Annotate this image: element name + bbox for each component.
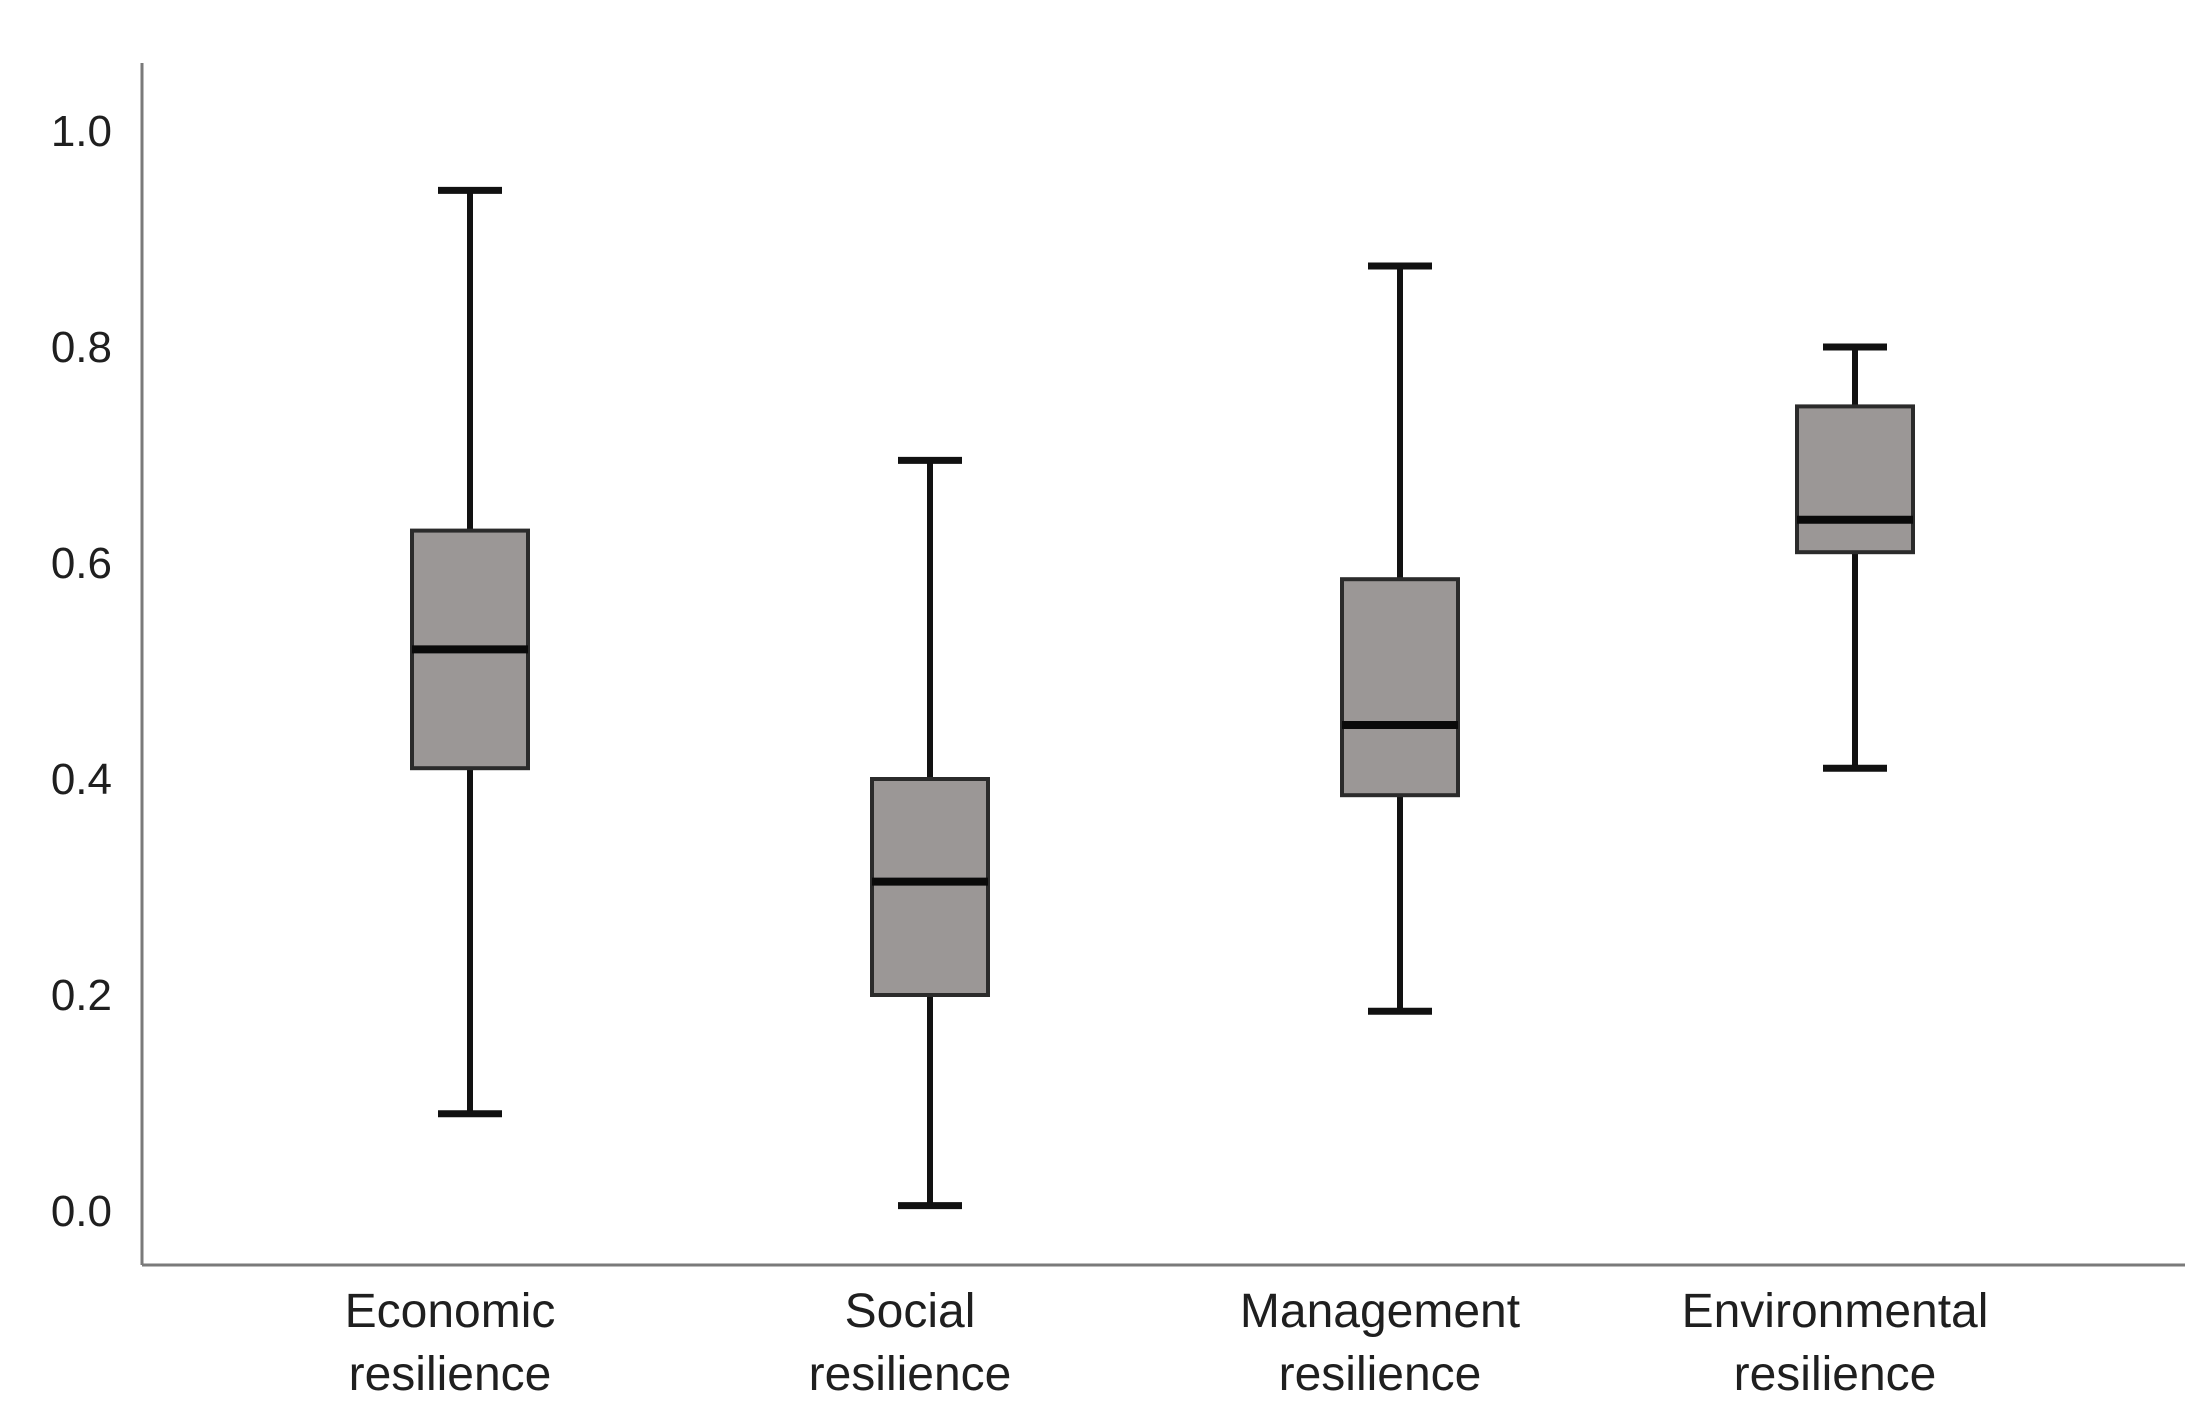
x-axis-labels: Economic resilience Social resilience Ma…: [345, 1285, 1989, 1401]
box-series: [410, 186, 1915, 1210]
category-label-social-line2: resilience: [809, 1348, 1012, 1401]
y-tick-label: 1.0: [51, 107, 112, 156]
y-tick-label: 0.0: [51, 1187, 112, 1236]
y-tick-label: 0.8: [51, 323, 112, 372]
category-label-management-line1: Management: [1240, 1285, 1520, 1338]
category-label-environmental-line2: resilience: [1734, 1348, 1937, 1401]
box-management: [1340, 577, 1460, 798]
y-axis-ticks: 0.0 0.2 0.4 0.6 0.8 1.0: [51, 107, 112, 1236]
category-label-economic-line1: Economic: [345, 1285, 556, 1338]
y-tick-label: 0.6: [51, 539, 112, 588]
category-label-management-line2: resilience: [1279, 1348, 1482, 1401]
y-tick-label: 0.4: [51, 755, 112, 804]
category-label-economic-line2: resilience: [349, 1348, 552, 1401]
box-environmental: [1795, 404, 1915, 555]
box-social: [870, 777, 990, 997]
category-label-environmental-line1: Environmental: [1682, 1285, 1989, 1338]
category-label-social-line1: Social: [845, 1285, 976, 1338]
y-tick-label: 0.2: [51, 971, 112, 1020]
